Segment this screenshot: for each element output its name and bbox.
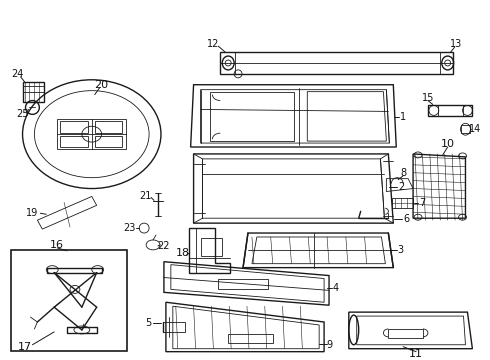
Text: 8: 8 — [400, 168, 406, 178]
Bar — [60, 121, 88, 133]
Text: 23: 23 — [123, 223, 136, 233]
Text: 13: 13 — [449, 39, 462, 49]
Bar — [95, 121, 122, 133]
Bar — [219, 279, 268, 289]
Text: 22: 22 — [158, 241, 170, 251]
Bar — [23, 82, 44, 102]
Bar — [11, 250, 127, 351]
Text: 7: 7 — [419, 198, 425, 208]
Text: 15: 15 — [422, 93, 434, 103]
Text: 20: 20 — [95, 80, 109, 90]
Text: 24: 24 — [11, 69, 24, 79]
Text: 19: 19 — [26, 208, 39, 218]
Bar — [228, 334, 272, 343]
Text: 4: 4 — [333, 283, 339, 293]
Text: 2: 2 — [398, 181, 404, 192]
Text: 17: 17 — [18, 342, 31, 352]
Text: 1: 1 — [400, 112, 406, 122]
Text: 6: 6 — [403, 214, 409, 224]
Text: 14: 14 — [469, 124, 482, 134]
Bar — [60, 136, 88, 147]
Text: 5: 5 — [145, 318, 151, 328]
Bar — [461, 125, 470, 133]
Bar — [220, 52, 453, 74]
Bar — [95, 136, 122, 147]
Text: 9: 9 — [326, 340, 332, 350]
Bar — [389, 329, 423, 338]
Text: 3: 3 — [397, 245, 403, 255]
Text: 18: 18 — [175, 248, 190, 258]
Bar — [200, 238, 222, 256]
Bar — [428, 104, 472, 116]
Text: 21: 21 — [139, 192, 151, 202]
Text: 12: 12 — [207, 39, 220, 49]
Text: 16: 16 — [50, 240, 64, 250]
Text: 25: 25 — [16, 109, 29, 120]
Text: 11: 11 — [409, 348, 423, 359]
Text: 10: 10 — [441, 139, 455, 149]
Bar — [163, 322, 185, 332]
